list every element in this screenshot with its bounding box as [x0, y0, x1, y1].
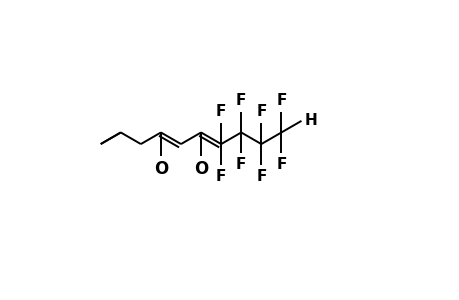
Text: O: O [153, 160, 168, 178]
Text: F: F [275, 157, 286, 172]
Text: F: F [275, 93, 286, 108]
Text: H: H [304, 113, 317, 128]
Text: O: O [194, 160, 208, 178]
Text: F: F [256, 169, 266, 184]
Text: F: F [256, 104, 266, 119]
Text: F: F [216, 104, 226, 119]
Text: F: F [235, 93, 246, 108]
Text: F: F [235, 157, 246, 172]
Text: F: F [216, 169, 226, 184]
